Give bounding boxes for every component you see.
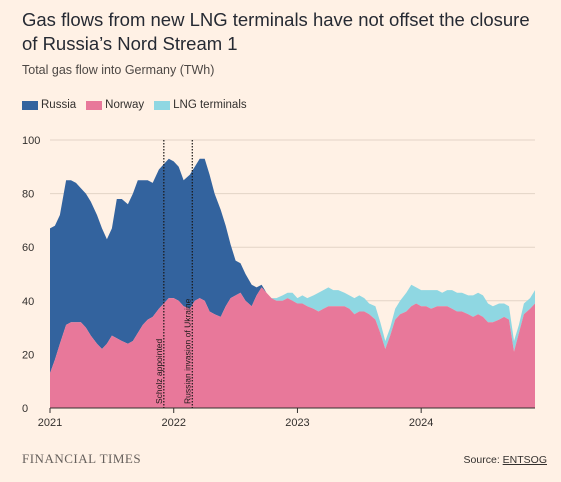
source-prefix: Source:: [463, 454, 503, 466]
legend-swatch-norway: [86, 100, 103, 110]
y-tick-label-100: 100: [22, 135, 40, 147]
y-tick-label-20: 20: [22, 349, 34, 361]
legend-label-russia: Russia: [41, 99, 77, 111]
y-tick-label-80: 80: [22, 189, 34, 201]
annotation-label-1: Russian invasion of Ukraine: [182, 298, 192, 404]
source-link[interactable]: ENTSOG: [502, 454, 547, 466]
legend-label-norway: Norway: [105, 99, 145, 111]
x-tick-label-2021: 2021: [38, 417, 62, 429]
chart-subtitle: Total gas flow into Germany (TWh): [22, 63, 215, 77]
x-tick-label-2024: 2024: [409, 417, 433, 429]
annotation-label-0: Scholz appointed: [154, 339, 164, 404]
y-tick-label-0: 0: [22, 403, 28, 415]
legend-item-norway: Norway: [86, 99, 144, 111]
legend-item-lng: LNG terminals: [154, 99, 247, 111]
x-tick-label-2023: 2023: [285, 417, 309, 429]
area-russia: [50, 158, 535, 374]
ft-logo-text: FINANCIAL TIMES: [22, 451, 142, 466]
legend-label-lng: LNG terminals: [173, 99, 247, 111]
area-lng-terminals: [50, 158, 535, 352]
legend-swatch-russia: [22, 100, 38, 110]
y-tick-label-60: 60: [22, 242, 34, 254]
chart-title: Gas flows from new LNG terminals have no…: [22, 9, 530, 54]
source-credit: Source: ENTSOG: [464, 454, 547, 466]
legend-swatch-lng: [154, 100, 171, 110]
x-tick-label-2022: 2022: [161, 417, 185, 429]
chart-legend: Russia Norway LNG terminals: [22, 99, 247, 111]
area-norway: [50, 287, 535, 408]
legend-item-russia: Russia: [22, 99, 76, 111]
y-tick-label-40: 40: [22, 296, 34, 308]
